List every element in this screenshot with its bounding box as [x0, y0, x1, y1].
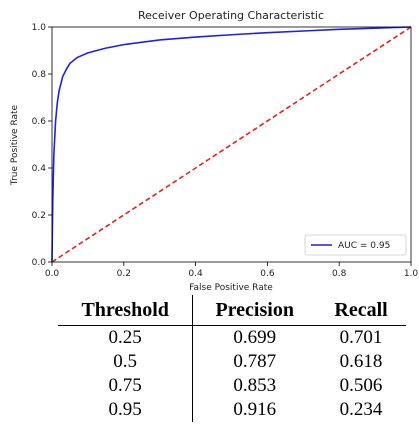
recall-cell: 0.618	[339, 351, 383, 372]
threshold-cell: 0.75	[58, 374, 194, 398]
y-tick-label: 1.0	[32, 23, 47, 33]
chart-title: Receiver Operating Characteristic	[138, 9, 324, 22]
x-axis-label: False Positive Rate	[189, 283, 273, 292]
chance-diagonal-line	[51, 26, 412, 263]
header-threshold: Threshold	[58, 295, 194, 326]
precision-cell: 0.853	[233, 375, 277, 396]
y-tick-label: 0.8	[32, 70, 47, 80]
x-tick-label: 0.8	[332, 269, 347, 279]
metrics-table: Threshold Precision Recall 0.25 0.699 0.…	[58, 295, 406, 422]
precision-cell: 0.787	[233, 351, 277, 372]
recall-cell: 0.701	[339, 327, 383, 348]
threshold-cell: 0.25	[58, 325, 194, 350]
x-tick-label: 0.4	[188, 269, 203, 279]
roc-chart: Receiver Operating Characteristic 0.0 0.2…	[10, 9, 419, 292]
table-row: 0.5 0.787 0.618	[58, 350, 406, 374]
x-tick-label: 1.0	[404, 269, 419, 279]
header-recall: Recall	[316, 295, 406, 326]
precision-cell: 0.699	[233, 327, 277, 348]
y-tick-label: 0.2	[32, 211, 46, 221]
threshold-cell: 0.5	[58, 350, 194, 374]
threshold-cell: 0.95	[58, 398, 194, 422]
legend-label: AUC = 0.95	[338, 241, 390, 251]
table-row: 0.95 0.916 0.234	[58, 398, 406, 422]
y-tick-label: 0.6	[32, 117, 47, 127]
table-header-row: Threshold Precision Recall	[58, 295, 406, 326]
recall-cell: 0.234	[339, 399, 383, 420]
y-axis-label: True Positive Rate	[10, 104, 20, 186]
legend-box	[304, 234, 407, 256]
plot-frame	[51, 26, 412, 263]
header-precision: Precision	[192, 295, 317, 326]
x-tick-label: 0.2	[117, 269, 131, 279]
table-row: 0.75 0.853 0.506	[58, 374, 406, 398]
x-tick-label: 0.0	[45, 269, 60, 279]
plot-area: 0.0 0.2 0.4 0.6 0.8 1.0 0.0 0.2 0.4 0.6 0.8 1.0 AUC …	[32, 23, 419, 279]
y-tick-label: 0.0	[32, 258, 47, 268]
x-tick-label: 0.6	[260, 269, 275, 279]
precision-cell: 0.916	[233, 399, 277, 420]
recall-cell: 0.506	[339, 375, 383, 396]
y-tick-label: 0.4	[32, 164, 47, 174]
table-row: 0.25 0.699 0.701	[58, 325, 406, 350]
legend: AUC = 0.95	[304, 234, 407, 256]
roc-curve-line	[51, 26, 412, 263]
